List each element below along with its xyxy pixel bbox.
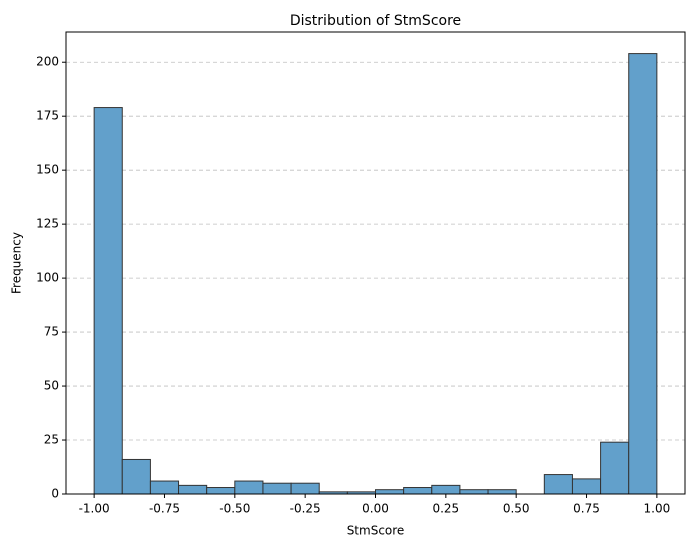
bar	[149, 480, 180, 495]
bar	[262, 482, 292, 495]
y-tick-label: 150	[36, 163, 59, 177]
bar	[234, 480, 264, 495]
x-tick-label: 0.00	[362, 502, 389, 516]
bar	[403, 487, 433, 495]
y-tick-label: 175	[36, 109, 59, 123]
bar	[178, 484, 208, 495]
y-tick-label: 0	[51, 487, 59, 501]
x-tick-label: -1.00	[79, 502, 110, 516]
bar	[290, 482, 320, 495]
bar	[543, 474, 573, 495]
x-tick-label: 0.25	[432, 502, 459, 516]
chart-title: Distribution of StmScore	[290, 13, 461, 29]
bar	[206, 487, 236, 495]
y-tick-label: 100	[36, 271, 59, 285]
bar	[431, 484, 461, 495]
x-tick-label: 0.50	[503, 502, 530, 516]
y-tick-label: 125	[36, 217, 59, 231]
x-tick-label: -0.25	[290, 502, 321, 516]
x-tick-label: -0.75	[149, 502, 180, 516]
bar	[571, 478, 602, 495]
bar	[600, 441, 630, 495]
y-axis-label: Frequency	[10, 232, 24, 294]
bar	[628, 53, 658, 495]
x-axis-label: StmScore	[347, 524, 405, 538]
bar	[459, 489, 489, 495]
x-tick-label: 1.00	[644, 502, 671, 516]
bar	[487, 489, 517, 495]
bar	[375, 489, 405, 495]
bar	[121, 458, 151, 495]
y-tick-label: 25	[44, 433, 59, 447]
x-tick-label: -0.50	[219, 502, 250, 516]
y-tick-label: 200	[36, 55, 59, 69]
y-tick-label: 75	[44, 325, 59, 339]
plot-frame	[65, 31, 686, 495]
bar	[93, 107, 123, 495]
y-tick-label: 50	[44, 379, 59, 393]
x-tick-label: 0.75	[573, 502, 600, 516]
